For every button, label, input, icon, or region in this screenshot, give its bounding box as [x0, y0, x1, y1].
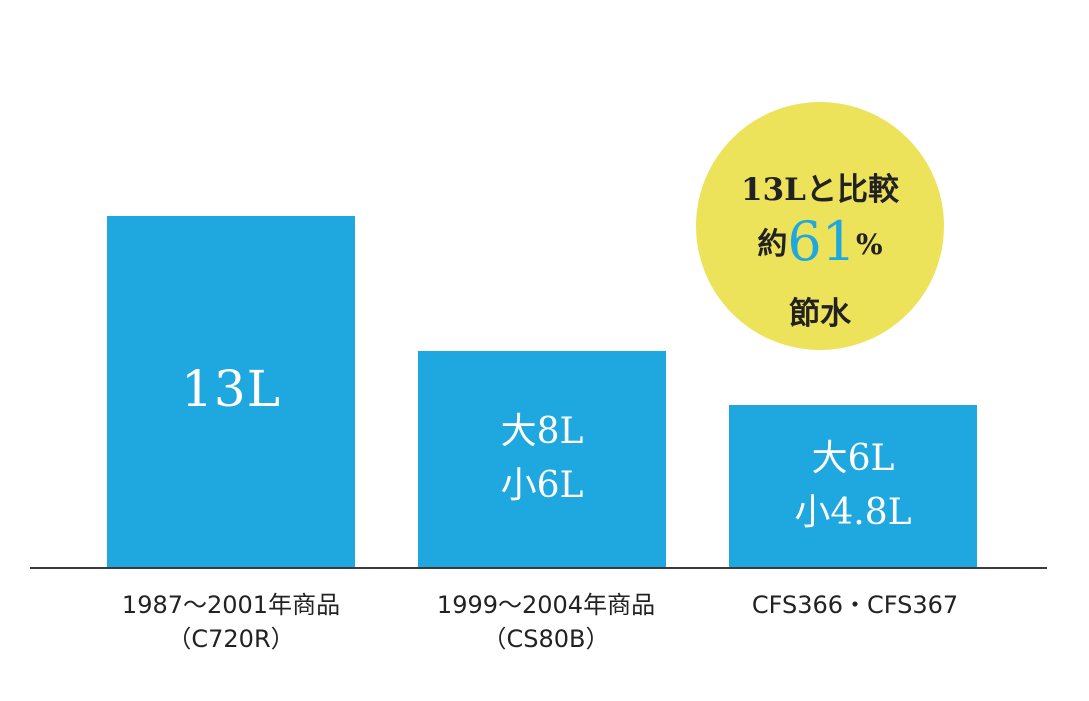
- category-label-line-2-1: 1999〜2004年商品: [436, 591, 656, 619]
- bar-value-label-1: 13L: [181, 360, 281, 418]
- badge-savings-text: 節水: [789, 296, 851, 332]
- bar-value-label-3: 大6L 小4.8L: [729, 432, 977, 540]
- badge-percent-number: 61: [787, 210, 857, 273]
- badge-percent-sign: %: [856, 228, 883, 261]
- category-label-2: 1999〜2004年商品 （CS80B）: [386, 588, 706, 656]
- savings-badge: 13Lと比較 約61% 節水: [696, 102, 944, 350]
- x-axis-baseline: [30, 567, 1047, 569]
- category-label-1: 1987〜2001年商品 （C720R）: [71, 588, 391, 656]
- bar-1: 13L: [107, 216, 355, 567]
- bar-2: 大8L 小6L: [418, 351, 666, 567]
- bar-value-label-2: 大8L 小6L: [418, 405, 666, 513]
- badge-percent-prefix: 約: [757, 227, 788, 262]
- category-label-line-3-1: CFS366・CFS367: [751, 591, 959, 619]
- bar-value-line-2-2: 小6L: [500, 465, 584, 506]
- bar-value-line-3-2: 小4.8L: [794, 492, 912, 533]
- bar-value-line-2-1: 大8L: [500, 411, 584, 452]
- bar-value-line-3-1: 大6L: [811, 438, 895, 479]
- badge-comparison-text: 13Lと比較: [741, 172, 899, 208]
- category-label-line-2-2: （CS80B）: [482, 625, 610, 653]
- category-label-line-1-1: 1987〜2001年商品: [121, 591, 341, 619]
- badge-percent-line: 約61%: [696, 210, 944, 273]
- category-label-3: CFS366・CFS367: [695, 588, 1015, 622]
- category-label-line-1-2: （C720R）: [167, 625, 295, 653]
- bar-3: 大6L 小4.8L: [729, 405, 977, 567]
